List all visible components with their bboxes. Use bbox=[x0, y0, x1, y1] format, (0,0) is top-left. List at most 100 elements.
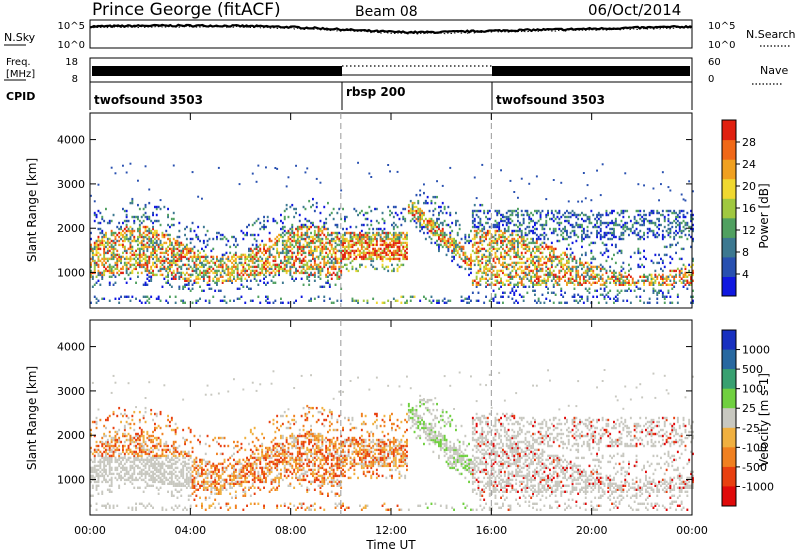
noise-search-series bbox=[89, 25, 693, 35]
power-cell bbox=[332, 257, 335, 261]
power-cell bbox=[368, 231, 371, 235]
power-cell bbox=[144, 261, 147, 265]
power-cell bbox=[135, 255, 137, 259]
power-cell bbox=[614, 223, 617, 227]
power-cell bbox=[688, 233, 691, 237]
power-cell bbox=[133, 267, 136, 271]
power-cell bbox=[430, 231, 433, 235]
power-cell bbox=[349, 231, 352, 235]
power-cell bbox=[652, 221, 655, 225]
power-cell bbox=[552, 273, 555, 277]
power-cell bbox=[304, 233, 307, 237]
power-cell bbox=[159, 265, 162, 269]
power-cell bbox=[353, 299, 356, 302]
power-cell bbox=[603, 267, 606, 271]
power-cell bbox=[144, 165, 147, 168]
power-cell bbox=[140, 301, 143, 304]
velocity-cell bbox=[108, 468, 111, 472]
power-cell bbox=[370, 237, 373, 241]
power-cell bbox=[165, 247, 168, 251]
power-cell bbox=[344, 219, 346, 223]
power-cell bbox=[394, 235, 397, 239]
power-cell bbox=[648, 283, 651, 286]
power-cell bbox=[665, 283, 668, 286]
power-cell bbox=[338, 261, 341, 265]
power-cell bbox=[582, 281, 585, 284]
power-cell bbox=[590, 265, 593, 269]
power-cell bbox=[225, 257, 228, 261]
power-cell bbox=[502, 233, 504, 237]
velocity-cell bbox=[95, 448, 98, 452]
velocity-cell bbox=[106, 448, 109, 452]
power-cell bbox=[646, 275, 649, 278]
power-cell bbox=[125, 219, 128, 223]
power-cell bbox=[622, 299, 625, 302]
power-cell bbox=[280, 227, 282, 231]
power-cell bbox=[547, 257, 549, 261]
power-cell bbox=[406, 233, 408, 237]
power-cell bbox=[599, 194, 602, 197]
power-cell bbox=[503, 273, 506, 277]
power-cell bbox=[652, 281, 655, 284]
power-cell bbox=[532, 275, 534, 278]
power-cell bbox=[182, 243, 185, 247]
power-cell bbox=[534, 275, 536, 278]
power-cell bbox=[590, 267, 593, 271]
power-cell bbox=[470, 299, 472, 302]
power-cell bbox=[221, 259, 224, 263]
power-cell bbox=[641, 219, 644, 223]
power-cell bbox=[432, 209, 435, 213]
power-cell bbox=[456, 233, 459, 237]
power-cell bbox=[202, 241, 205, 245]
power-cell bbox=[406, 243, 408, 247]
velocity-cell bbox=[90, 480, 92, 484]
power-cell bbox=[678, 221, 681, 225]
power-cell bbox=[552, 219, 555, 223]
power-cell bbox=[549, 251, 551, 255]
power-cell bbox=[692, 295, 694, 298]
power-cell bbox=[137, 217, 139, 221]
power-cell bbox=[317, 225, 320, 229]
power-cell bbox=[323, 259, 326, 263]
power-cell bbox=[197, 257, 200, 261]
power-cell bbox=[496, 213, 499, 217]
power-cell bbox=[261, 263, 264, 267]
power-cell bbox=[221, 299, 224, 302]
power-cell bbox=[622, 237, 625, 241]
power-cell bbox=[392, 251, 395, 255]
power-cell bbox=[114, 263, 117, 267]
power-cell bbox=[327, 241, 329, 245]
power-cell bbox=[535, 237, 538, 241]
power-cell bbox=[359, 251, 361, 255]
power-cell bbox=[296, 245, 299, 249]
power-cell bbox=[300, 253, 303, 257]
power-cell bbox=[611, 211, 613, 215]
power-cell bbox=[131, 231, 134, 235]
power-cell bbox=[404, 301, 407, 304]
power-cell bbox=[108, 241, 111, 245]
power-cell bbox=[97, 209, 100, 213]
velocity-cell bbox=[122, 476, 124, 480]
power-cell bbox=[296, 239, 299, 243]
power-cell bbox=[485, 237, 487, 241]
power-cell bbox=[97, 273, 100, 277]
power-cell bbox=[312, 267, 314, 271]
power-cell bbox=[656, 217, 659, 221]
power-cell bbox=[172, 271, 175, 275]
power-cell bbox=[605, 221, 608, 225]
power-cell bbox=[364, 257, 367, 261]
velocity-cell bbox=[112, 446, 115, 450]
power-cell bbox=[509, 241, 512, 245]
power-cell bbox=[144, 301, 147, 304]
power-cell bbox=[157, 259, 160, 263]
power-cell bbox=[372, 249, 375, 253]
power-cell bbox=[349, 255, 352, 259]
colorbar-tick-label: 12 bbox=[742, 224, 756, 237]
power-cell bbox=[355, 249, 358, 253]
power-cell bbox=[588, 215, 591, 219]
freq-label: Freq. bbox=[6, 57, 31, 68]
power-cell bbox=[291, 255, 294, 259]
power-cell bbox=[298, 265, 301, 269]
velocity-cell bbox=[120, 474, 122, 478]
power-cell bbox=[483, 277, 486, 280]
